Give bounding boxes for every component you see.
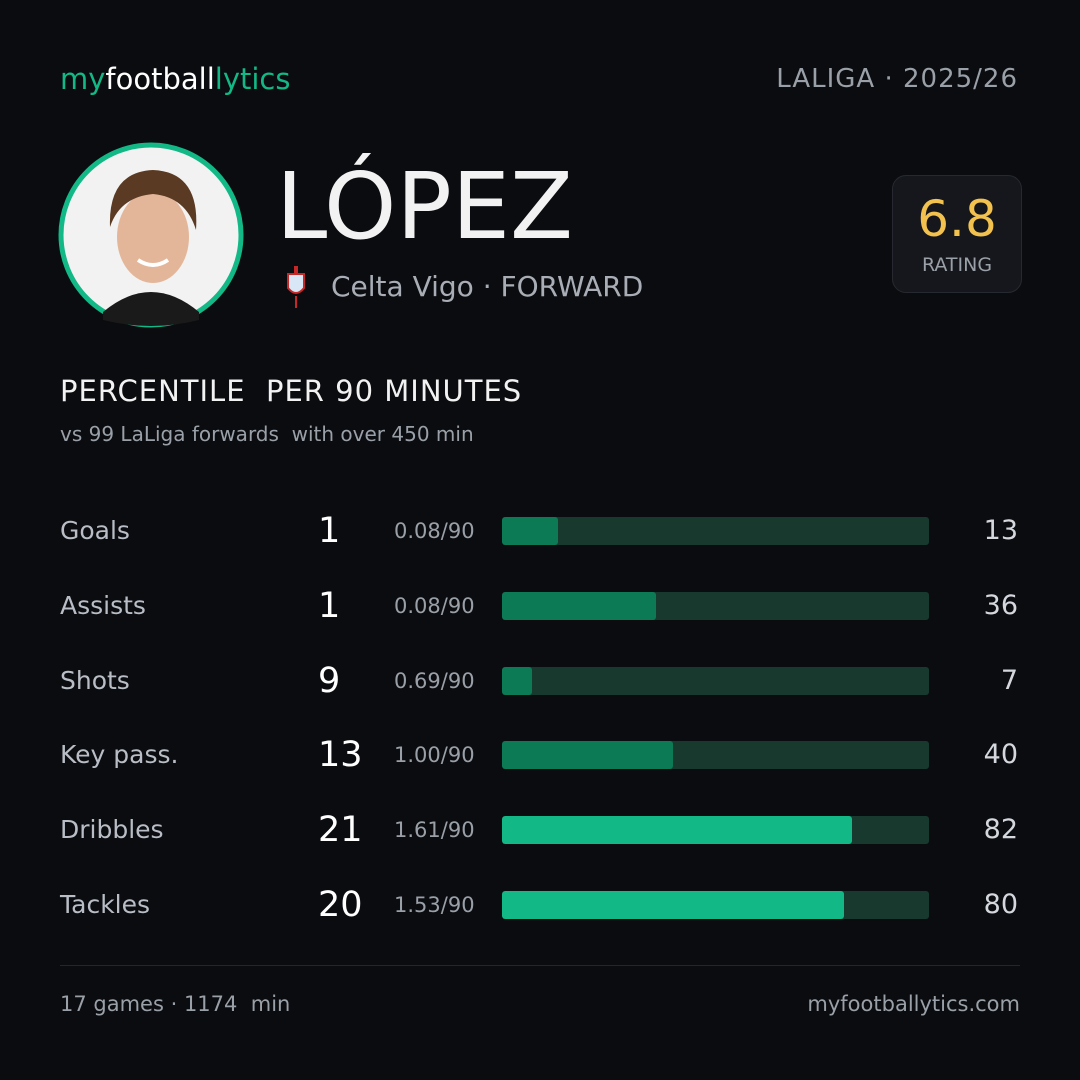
bar [502,816,853,845]
stat-row: Key pass. 13 1.00/90 40 [0,735,1080,775]
player-name: LÓPEZ [276,153,574,260]
stat-label: Key pass. [60,740,179,770]
stat-percentile: 13 [983,515,1018,546]
footer-site: myfootballytics.com [807,992,1020,1016]
stat-percentile: 40 [983,739,1018,771]
stat-count: 1 [318,511,341,551]
stat-count: 1 [318,585,341,626]
team: Celta Vigo · FORWARD [331,270,644,303]
logo-part: lytics [214,62,291,96]
stat-label: Goals [60,516,130,545]
section-title: PERCENTILE PER 90 MINUTES [60,374,523,408]
bar [502,591,656,620]
stat-row: Goals 1 0.08/90 13 [0,511,1080,551]
bar [502,517,558,545]
stat-label: Shots [60,665,130,695]
section-subtitle: vs 99 LaLiga forwards with over 450 min [60,422,474,446]
bar [502,891,844,919]
divider [60,965,1020,966]
stat-row: Assists 1 0.08/90 36 [0,586,1080,626]
bar-track [502,891,929,919]
stat-percentile: 36 [983,589,1018,621]
stat-per90: 0.69/90 [394,668,475,693]
stat-per90: 1.53/90 [394,893,475,917]
stat-per90: 0.08/90 [394,593,475,618]
rating: 6.8 [917,190,997,248]
stat-count: 21 [318,810,363,851]
bar-track [502,741,929,770]
stat-row: Shots 9 0.69/90 7 [0,661,1080,701]
logo-part: my [60,62,106,96]
team-crest [287,266,305,308]
bar-track [502,666,929,695]
league: LALIGA · 2025/26 [776,64,1018,94]
logo-part: football [105,62,215,96]
avatar [58,142,244,328]
footer-summary: 17 games · 1174 min [60,992,291,1016]
stat-per90: 0.08/90 [394,519,475,543]
stat-percentile: 82 [983,814,1018,846]
bar [502,666,532,695]
bar [502,741,673,770]
stat-row: Dribbles 21 1.61/90 82 [0,810,1080,850]
stat-count: 13 [318,735,363,776]
rating-box: 6.8 RATING [892,175,1022,293]
stat-percentile: 7 [1000,664,1018,696]
stat-label: Tackles [60,890,151,919]
rating-label: RATING [921,254,993,276]
bar-track [502,816,929,845]
stat-label: Dribbles [60,815,164,845]
stat-percentile: 80 [983,889,1018,920]
stat-per90: 1.61/90 [394,818,475,843]
stat-row: Tackles 20 1.53/90 80 [0,885,1080,925]
bar-track [502,517,929,545]
stat-per90: 1.00/90 [394,743,475,768]
bar-track [502,591,929,620]
stat-count: 20 [318,885,363,925]
logo: myfootballlytics [60,62,290,96]
stat-count: 9 [318,660,341,701]
stat-label: Assists [60,590,146,620]
